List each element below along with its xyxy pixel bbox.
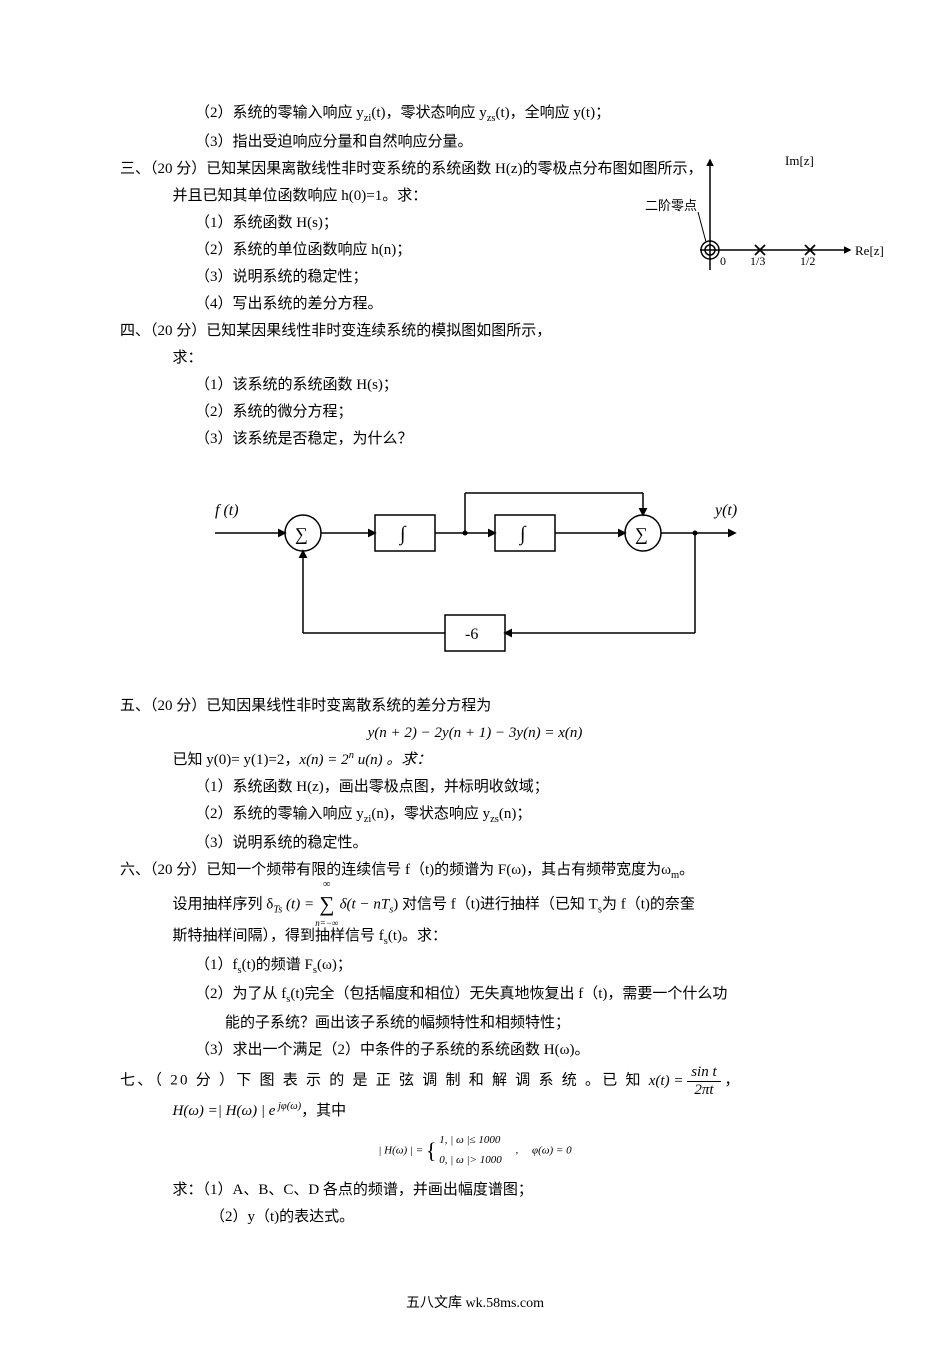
t: 已知 y(0)= y(1)=2， — [173, 752, 300, 768]
t: (ω)； — [317, 957, 352, 973]
svg-text:Im[z]: Im[z] — [785, 153, 814, 168]
t: (t)。求： — [388, 928, 447, 944]
svg-text:0: 0 — [720, 254, 726, 268]
piece2: 0, | ω |> 1000 — [439, 1151, 502, 1171]
svg-text:1/2: 1/2 — [800, 254, 815, 268]
t: (t)，全响应 y(t)； — [496, 105, 611, 121]
sub: zs — [490, 814, 499, 825]
t: 斯特抽样间隔），得到抽样信号 f — [173, 928, 384, 944]
q4-line2: 求： — [120, 345, 830, 372]
svg-text:f (t): f (t) — [215, 502, 239, 519]
q7-s1: 求：（1）A、B、C、D 各点的频谱，并画出幅度谱图； — [120, 1177, 830, 1204]
t: (n)，零状态响应 y — [371, 806, 490, 822]
svg-text:∑: ∑ — [635, 524, 648, 544]
q5-eq: y(n + 2) − 2y(n + 1) − 3y(n) = x(n) — [120, 720, 830, 747]
q6-line3: 斯特抽样间隔），得到抽样信号 fs(t)。求： — [120, 923, 830, 952]
t: x(n) = 2 — [299, 752, 348, 768]
q5-line2: 已知 y(0)= y(1)=2，x(n) = 2n u(n) 。求： — [120, 747, 830, 774]
q6-s3: （3）求出一个满足（2）中条件的子系统的系统函数 H(ω)。 — [120, 1037, 830, 1064]
q5-s3: （3）说明系统的稳定性。 — [120, 830, 830, 857]
q6-head: 六、（20 分）已知一个频带有限的连续信号 f（t)的频谱为 F(ω)，其占有频… — [120, 857, 830, 886]
t: 设用抽样序列 δ — [173, 896, 274, 912]
piece1: 1, | ω |≤ 1000 — [439, 1131, 502, 1151]
t: （2）系统的零输入响应 y — [195, 806, 364, 822]
t: (t) = — [282, 896, 318, 912]
q7-line2: H(ω) =| H(ω) | e jφ(ω)，其中 — [120, 1098, 830, 1125]
num: sin t — [687, 1064, 720, 1082]
svg-text:二阶零点: 二阶零点 — [645, 198, 697, 213]
den: 2πt — [687, 1082, 720, 1099]
sub: zs — [487, 113, 496, 124]
t: (t)完全（包括幅度和相位）无失真地恢复出 f（t)，需要一个什么功 — [290, 986, 727, 1002]
q6-s2a: （2）为了从 fs(t)完全（包括幅度和相位）无失真地恢复出 f（t)，需要一个… — [120, 981, 830, 1010]
t: (n)； — [499, 806, 532, 822]
phi: φ(ω) = 0 — [532, 1144, 572, 1156]
block-diagram: f (t) ∑ ∫ ∫ ∑ y(t) -6 — [175, 473, 775, 673]
t: （2）系统的零输入响应 y — [195, 105, 364, 121]
t: 为 f（t)的奈奎 — [602, 896, 695, 912]
q5-head: 五、（20 分）已知因果线性非时变离散系统的差分方程为 — [120, 693, 830, 720]
t: u(n) 。求： — [354, 752, 432, 768]
q7-s2: （2）y（t)的表达式。 — [120, 1204, 830, 1231]
q4-s1: （1）该系统的系统函数 H(s)； — [120, 372, 830, 399]
svg-text:∑: ∑ — [295, 524, 308, 544]
t: ，其中 — [301, 1103, 346, 1119]
page-footer: 五八文库 wk.58ms.com — [120, 1291, 830, 1316]
lhs: | H(ω) | = — [378, 1144, 423, 1156]
q6-line2: 设用抽样序列 δTs (t) = ∞ ∑ n=−∞ δ(t − nTs) 对信号… — [120, 886, 830, 924]
t: x(t) = — [649, 1073, 687, 1089]
xt-expr: x(t) = sin t 2πt — [649, 1073, 725, 1089]
fraction: sin t 2πt — [687, 1064, 720, 1098]
t: 七、（ 20 分 ）下 图 表 示 的 是 正 弦 调 制 和 解 调 系 统 … — [120, 1073, 649, 1089]
t: (t)，零状态响应 y — [371, 105, 486, 121]
sub: m — [671, 870, 679, 881]
q4-head: 四、（20 分）已知某因果线性非时变连续系统的模拟图如图所示， — [120, 318, 830, 345]
q6-s1: （1）fs(t)的频谱 Fs(ω)； — [120, 952, 830, 981]
t: ， — [724, 1073, 739, 1089]
sub: Ts — [273, 904, 282, 915]
q7-head: 七、（ 20 分 ）下 图 表 示 的 是 正 弦 调 制 和 解 调 系 统 … — [120, 1064, 830, 1098]
q7-piecewise: | H(ω) | = { 1, | ω |≤ 1000 0, | ω |> 10… — [120, 1131, 830, 1171]
t: ) 对信号 f（t)进行抽样（已知 T — [393, 896, 598, 912]
pole-zero-figure: Im[z] Re[z] 二阶零点 0 1/3 1/2 — [640, 150, 890, 300]
svg-text:y(t): y(t) — [713, 502, 737, 519]
t: 六、（20 分）已知一个频带有限的连续信号 f（t)的频谱为 F(ω)，其占有频… — [120, 862, 671, 878]
svg-text:∫: ∫ — [518, 523, 527, 546]
t: (t)的频谱 F — [242, 957, 313, 973]
q3-block: 三、（20 分）已知某因果离散线性非时变系统的系统函数 H(z)的零极点分布图如… — [120, 156, 830, 318]
svg-text:∫: ∫ — [398, 523, 407, 546]
q5-s1: （1）系统函数 H(z)，画出零极点图，并标明收敛域； — [120, 774, 830, 801]
t: H(ω) =| H(ω) | e — [173, 1103, 276, 1119]
t: （2）为了从 f — [195, 986, 286, 1002]
sup: jφ(ω) — [275, 1101, 301, 1112]
q2-sub2: （2）系统的零输入响应 yzi(t)，零状态响应 yzs(t)，全响应 y(t)… — [120, 100, 830, 129]
t: （1）f — [195, 957, 238, 973]
svg-text:-6: -6 — [465, 626, 478, 643]
t: 。 — [679, 862, 694, 878]
sigma-icon: ∞ ∑ n=−∞ — [318, 886, 336, 924]
svg-text:1/3: 1/3 — [750, 254, 765, 268]
q6-s2b: 能的子系统？画出该子系统的幅频特性和相频特性； — [120, 1010, 830, 1037]
t: δ(t − nT — [340, 896, 390, 912]
svg-text:Re[z]: Re[z] — [855, 243, 884, 258]
q4-s2: （2）系统的微分方程； — [120, 399, 830, 426]
q5-s2: （2）系统的零输入响应 yzi(n)，零状态响应 yzs(n)； — [120, 801, 830, 830]
q4-s3: （3）该系统是否稳定，为什么？ — [120, 426, 830, 453]
